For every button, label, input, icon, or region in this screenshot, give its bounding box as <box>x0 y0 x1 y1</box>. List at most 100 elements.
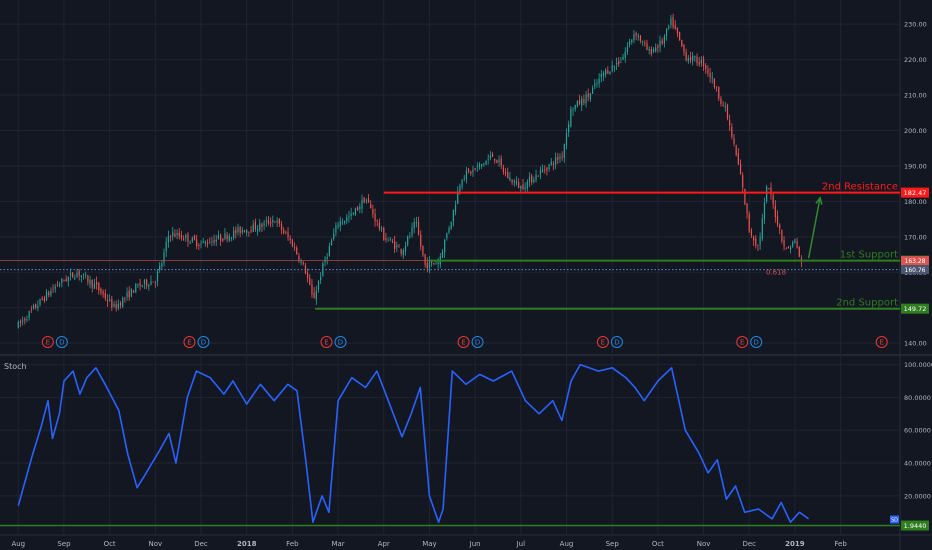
candle-body <box>383 227 385 240</box>
candle-body <box>274 221 276 223</box>
x-tick-label: Feb <box>834 540 847 548</box>
candle-body <box>289 238 291 241</box>
event-marker-circle <box>55 336 68 348</box>
candle-body <box>328 245 330 256</box>
candle-body <box>374 213 376 221</box>
candle-body <box>759 237 761 245</box>
candle-body <box>248 231 250 233</box>
event-marker-circle <box>320 336 333 348</box>
x-tick-label: Nov <box>697 540 711 548</box>
candle-body <box>137 284 139 286</box>
candle-body <box>746 203 748 214</box>
candle-body <box>213 239 215 243</box>
event-marker-letter: D <box>338 339 343 347</box>
candle-body <box>193 235 196 240</box>
candle-body <box>646 43 648 51</box>
candle-body <box>407 236 409 246</box>
candle-body <box>491 154 494 157</box>
candle-body <box>237 227 239 232</box>
candle-body <box>341 221 344 223</box>
candle-body <box>794 239 796 244</box>
candle-body <box>54 286 56 289</box>
candle-body <box>87 275 89 283</box>
candle-body <box>589 93 592 100</box>
candle-body <box>711 77 713 79</box>
candle-body <box>150 281 152 285</box>
candle-body <box>124 297 126 299</box>
candle-body <box>63 280 65 282</box>
candle-body <box>250 230 252 232</box>
candle-body <box>578 100 581 105</box>
candle-body <box>169 236 172 238</box>
stoch-tick-label: 40.0000 <box>904 460 931 468</box>
event-marker-circle <box>875 336 888 348</box>
candle-body <box>50 290 52 296</box>
stoch-tick-label: 100.0000 <box>904 361 932 369</box>
candle-body <box>69 273 72 276</box>
event-marker-circle <box>736 336 749 348</box>
candle-body <box>687 58 689 61</box>
candle-body <box>235 229 237 234</box>
candle-body <box>317 281 320 290</box>
candle-body <box>337 224 339 227</box>
candle-body <box>431 261 433 264</box>
candle-body <box>507 172 509 179</box>
level-price-badge <box>901 187 929 198</box>
candle-body <box>559 156 561 159</box>
x-tick-label: May <box>422 540 436 548</box>
candle-body <box>339 220 341 227</box>
candle-body <box>267 219 270 224</box>
candle-body <box>396 245 398 248</box>
x-tick-label: Nov <box>148 540 162 548</box>
candle-body <box>350 213 352 217</box>
candle-body <box>720 98 722 105</box>
x-tick-label: Oct <box>104 540 116 548</box>
candle-body <box>313 292 315 299</box>
event-marker-circle <box>183 336 196 348</box>
x-tick-label: Feb <box>286 540 299 548</box>
candle-body <box>683 44 685 53</box>
candle-body <box>352 212 354 214</box>
candle-body <box>370 204 372 209</box>
candle-body <box>354 208 357 215</box>
event-marker-letter: D <box>59 339 64 347</box>
candle-body <box>709 72 711 78</box>
stoch-value-text: 1.9440 <box>904 522 927 530</box>
event-marker-circle <box>596 336 609 348</box>
candle-body <box>583 99 585 103</box>
candle-body <box>744 188 746 205</box>
candle-body <box>122 298 124 307</box>
candle-body <box>420 234 422 247</box>
candle-body <box>117 303 119 309</box>
candle-body <box>463 177 465 179</box>
candle-body <box>39 298 41 305</box>
candle-body <box>565 133 568 146</box>
candle-body <box>59 283 61 286</box>
event-marker-letter: E <box>324 339 328 347</box>
horizontal-levels: 2nd Resistance 1st Support 2nd Support <box>0 182 900 310</box>
x-tick-label: Apr <box>378 540 390 548</box>
candle-body <box>132 290 135 293</box>
candle-body <box>435 263 437 265</box>
candle-body <box>241 230 243 233</box>
candle-body <box>633 34 635 41</box>
candle-body <box>528 176 531 182</box>
event-marker-circle <box>610 336 623 348</box>
candle-body <box>594 83 596 87</box>
candle-body <box>326 257 328 259</box>
candle-body <box>307 272 309 278</box>
candle-body <box>95 282 98 285</box>
candle-body <box>239 226 241 234</box>
candle-body <box>378 222 381 229</box>
event-marker-letter: D <box>201 339 206 347</box>
level-label: 2nd Support <box>836 298 898 309</box>
candle-body <box>470 171 472 174</box>
price-tick-label: 230.00 <box>904 21 927 29</box>
candle-body <box>785 248 787 250</box>
candle-body <box>111 298 113 308</box>
candle-body <box>311 284 313 295</box>
candle-body <box>72 272 74 277</box>
candle-body <box>602 73 605 76</box>
